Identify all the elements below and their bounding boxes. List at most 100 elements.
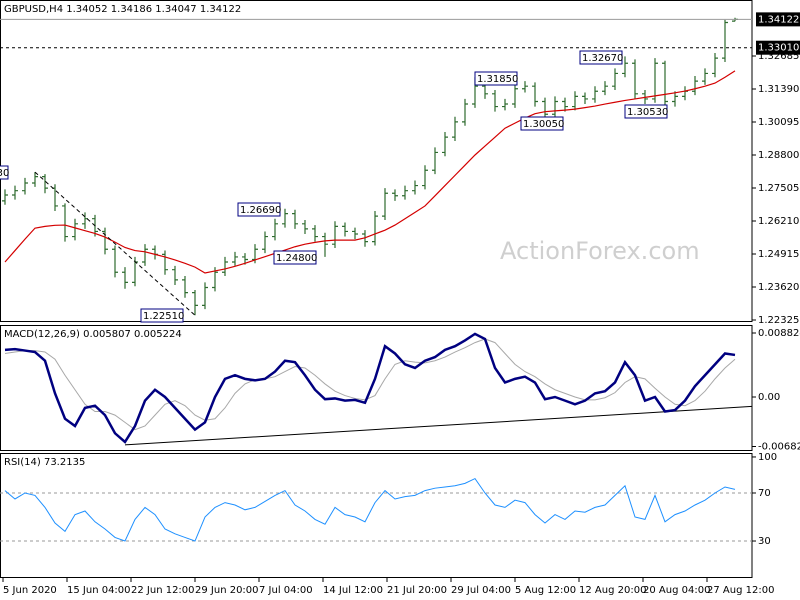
ohlc-bar [532,82,538,107]
ohlc-bar [412,180,418,195]
trendline [124,405,753,446]
y-tick-label: 0.00 [758,392,780,403]
ohlc-bar [222,256,228,277]
ohlc-bar [452,116,458,141]
x-tick-label: 22 Jun 12:00 [131,585,195,596]
ohlc-bar [292,209,298,229]
panel-title: MACD(12,26,9) 0.005807 0.005224 [4,329,182,340]
ohlc-bar [192,290,198,316]
ohlc-bar [402,185,408,200]
ohlc-bar [592,86,598,103]
ohlc-bar [162,250,168,275]
ohlc-bar [262,231,268,254]
x-tick-label: 29 Jul 04:00 [451,585,511,596]
x-tick-label: 12 Aug 20:00 [579,585,646,596]
ohlc-bar [492,90,498,112]
ohlc-bar [662,60,668,111]
x-tick-label: 5 Jun 2020 [3,585,57,596]
x-tick-label: 7 Jul 04:00 [259,585,313,596]
ohlc-bar [352,227,358,240]
ohlc-bar [12,185,18,200]
annotation-box [237,202,281,217]
ohlc-bar [312,225,318,242]
ohlc-bar [712,53,718,78]
y-tick-label: 1.28800 [758,150,799,161]
y-tick-label: 1.24915 [758,249,799,260]
price-tag [756,12,800,27]
y-tick-label: 1.23620 [758,282,799,293]
ohlc-bar [272,218,278,241]
ohlc-bar [22,177,28,195]
y-tick-label: 30 [758,536,771,547]
annotation-box [0,165,9,180]
ohlc-bar [2,189,8,205]
ohlc-bar [722,19,728,62]
ohlc-bar [142,244,148,266]
ohlc-bar [702,68,708,85]
ohlc-bar [122,267,128,289]
x-tick-label: 21 Jul 20:00 [387,585,447,596]
y-tick-label: 100 [758,452,777,463]
annotation-box [474,71,518,86]
ohlc-bar [442,132,448,157]
y-tick-label: 1.32685 [758,51,799,62]
indicator-line [4,338,736,431]
ohlc-bar [382,188,388,220]
y-tick-label: 1.26210 [758,216,799,227]
annotation-label: 1.30530 [627,107,668,118]
x-tick-label: 5 Aug 12:00 [515,585,576,596]
ohlc-bar [202,282,208,310]
moving-average [4,70,736,274]
y-tick-label: 70 [758,488,771,499]
annotation-label: 1.30050 [523,119,564,130]
ohlc-bar [342,222,348,237]
ohlc-bar [672,91,678,107]
ohlc-bar [612,68,618,91]
ohlc-bar [562,97,568,112]
y-tick-label: 1.30095 [758,117,799,128]
ohlc-bar [282,208,288,228]
annotation-label: 1.26690 [240,205,281,216]
x-tick-label: 27 Aug 12:00 [707,585,774,596]
indicator-line [4,332,736,444]
annotation-label: 1.24800 [276,253,317,264]
ohlc-bar [172,265,178,285]
y-tick-label: 0.008824 [758,328,800,339]
panel-frame [0,0,753,322]
ohlc-bar [332,221,338,249]
ohlc-bar [32,172,38,187]
ohlc-bar [392,189,398,201]
panel-title: GBPUSD,H4 1.34052 1.34186 1.34047 1.3412… [4,4,241,15]
annotation-label: 1.32670 [582,53,623,64]
ohlc-bar [692,75,698,96]
ohlc-bar [552,96,558,119]
price-tag-label: 1.34122 [758,14,799,25]
indicator-line [4,477,736,542]
ohlc-bar [112,245,118,278]
ohlc-bar [372,211,378,246]
ohlc-bar [42,174,48,194]
x-tick-label: 15 Jun 04:00 [67,585,131,596]
ohlc-bar [462,98,468,126]
annotation-box [140,308,184,323]
y-tick-label: 1.31390 [758,84,799,95]
panel-frame [0,325,753,451]
annotation-box [520,116,564,131]
watermark: ActionForex.com [500,237,700,265]
ohlc-bar [72,218,78,241]
ohlc-bar [232,251,238,266]
annotation-box [579,50,623,65]
y-tick-label: 1.27505 [758,183,799,194]
ohlc-bar [622,56,628,78]
ohlc-bar [432,147,438,175]
ohlc-bar [322,232,328,257]
ohlc-bar [522,81,528,93]
ohlc-bar [102,227,108,255]
ohlc-bar [182,276,188,298]
annotation-box [273,250,317,265]
ohlc-bar [512,83,518,108]
ohlc-bar [502,98,508,111]
ohlc-bar [632,59,638,99]
ohlc-bar [602,81,608,96]
